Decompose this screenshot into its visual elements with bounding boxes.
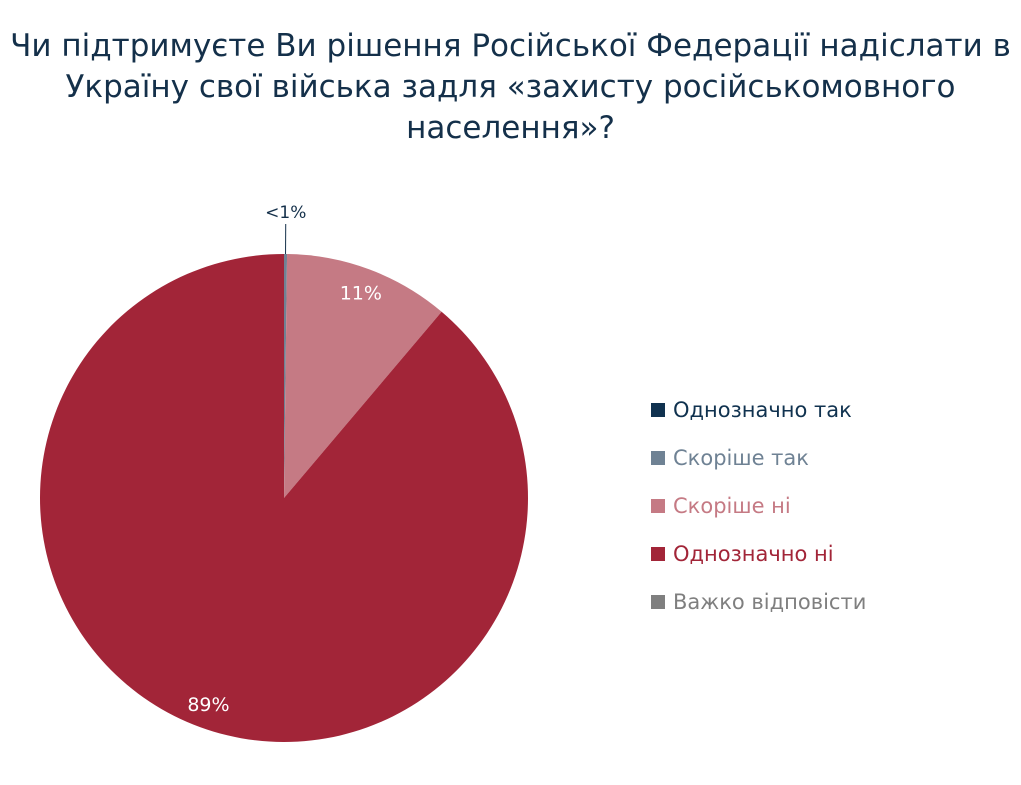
legend-label-rather-yes: Скоріше так [673, 446, 809, 470]
legend-label-definitely-yes: Однозначно так [673, 398, 852, 422]
legend-label-hard-to-say: Важко відповісти [673, 590, 867, 614]
chart-title-line-2: Україну свої війська задля «захисту росі… [65, 69, 956, 105]
legend-swatch-definitely-no [651, 547, 665, 561]
legend-swatch-definitely-yes [651, 403, 665, 417]
data-label-definitely-no: 89% [187, 694, 229, 716]
legend-swatch-rather-yes [651, 451, 665, 465]
legend-swatch-hard-to-say [651, 595, 665, 609]
legend-label-definitely-no: Однозначно ні [673, 542, 834, 566]
legend-item-definitely-no: Однозначно ні [651, 530, 866, 578]
legend-label-rather-no: Скоріше ні [673, 494, 791, 518]
pie-slice-definitely-no [40, 254, 529, 743]
data-label-rather-no: 11% [340, 282, 382, 304]
legend-swatch-rather-no [651, 499, 665, 513]
chart-title-line-1: Чи підтримуєте Ви рішення Російської Фед… [10, 28, 1011, 64]
pie-slice-rather-no [284, 254, 442, 498]
legend-item-definitely-yes: Однозначно так [651, 386, 866, 434]
data-label-rather-yes: <1% [265, 203, 306, 223]
legend-item-rather-no: Скоріше ні [651, 482, 866, 530]
pie-slice-rather-yes [284, 254, 288, 498]
chart-title: Чи підтримуєте Ви рішення Російської Фед… [0, 26, 1021, 149]
legend-item-rather-yes: Скоріше так [651, 434, 866, 482]
legend-item-hard-to-say: Важко відповісти [651, 578, 866, 626]
chart-legend: Однозначно так Скоріше так Скоріше ні Од… [651, 386, 866, 626]
chart-title-line-3: населення»? [406, 110, 615, 146]
